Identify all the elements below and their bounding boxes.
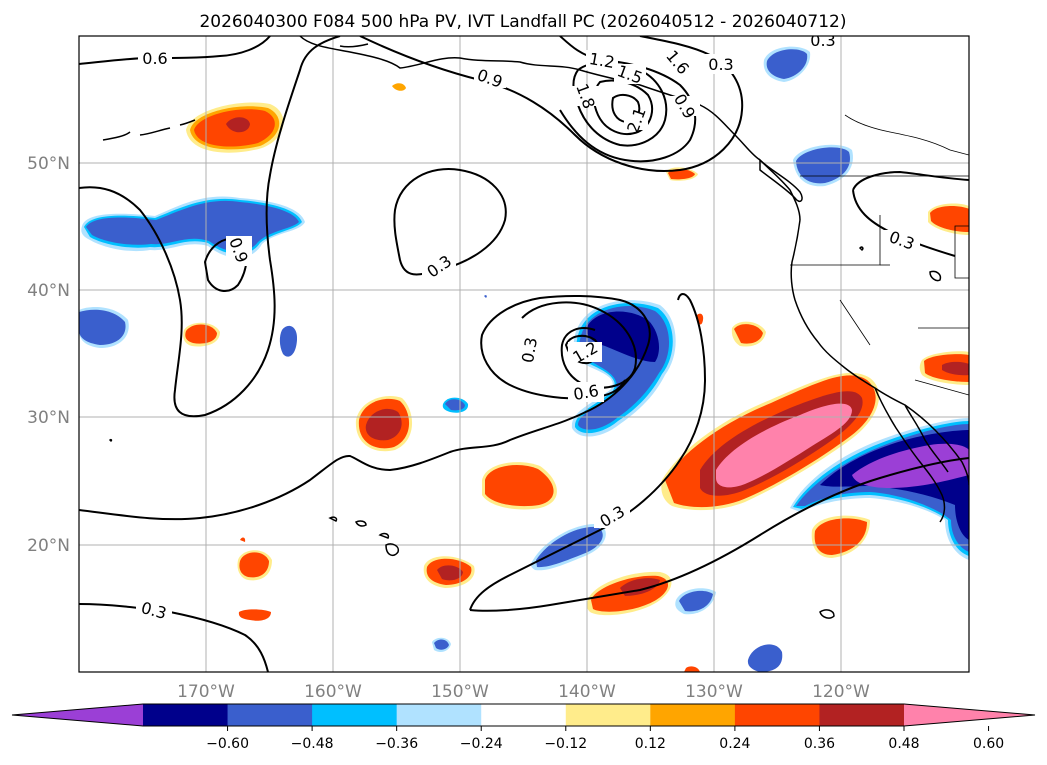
colorbar-segment: [650, 704, 736, 726]
lon-label-140w: 140°W: [558, 682, 616, 702]
colorbar-tick-label: −0.36: [375, 736, 418, 752]
colorbar-tick-label: −0.24: [460, 736, 503, 752]
contour-label: 1.2: [588, 49, 616, 72]
colorbar-tick-label: 0.60: [973, 736, 1004, 752]
figure-title: 2026040300 F084 500 hPa PV, IVT Landfall…: [199, 12, 846, 32]
map-frame: [78, 35, 970, 673]
colorbar-segment: [396, 704, 482, 726]
colorbar-tick-label: 0.36: [804, 736, 835, 752]
contour-label: 0.6: [572, 381, 600, 404]
lon-label-160w: 160°W: [304, 682, 362, 702]
contour-label: 0.3: [810, 31, 835, 50]
political-borders: [790, 114, 969, 396]
contour-label: 0.3: [518, 336, 541, 364]
lon-label-130w: 130°W: [685, 682, 743, 702]
colorbar-tick-label: 0.24: [719, 736, 750, 752]
lon-label-170w: 170°W: [177, 682, 235, 702]
colorbar-outline: [11, 703, 1036, 727]
colorbar-segment: [227, 704, 313, 726]
colorbar-segment: [819, 704, 905, 726]
colorbar-extend-max: [904, 704, 1035, 726]
lat-label-30n: 30°N: [27, 408, 70, 428]
colorbar-segment: [312, 704, 398, 726]
colorbar-tick-label: 0.48: [888, 736, 919, 752]
colorbar-segment: [734, 704, 820, 726]
colorbar-tick-label: −0.48: [291, 736, 334, 752]
lat-label-40n: 40°N: [27, 281, 70, 301]
colorbar-segment: [143, 704, 229, 726]
colorbar-segment: [481, 704, 567, 726]
colorbar: −0.60 −0.48 −0.36 −0.24 −0.12 0.12 0.24 0.36 0.4…: [11, 703, 1036, 752]
contour-label: 0.3: [708, 55, 733, 74]
lon-label-150w: 150°W: [431, 682, 489, 702]
colorbar-tick-label: −0.12: [544, 736, 587, 752]
latitude-labels: 20°N 30°N 40°N 50°N: [27, 154, 70, 556]
longitude-labels: 170°W 160°W 150°W 140°W 130°W 120°W: [177, 682, 870, 702]
colorbar-tick-label: −0.60: [206, 736, 249, 752]
colorbar-extend-min: [12, 704, 143, 726]
lat-label-50n: 50°N: [27, 154, 70, 174]
colorbar-segment: [565, 704, 651, 726]
lon-label-120w: 120°W: [812, 682, 870, 702]
colorbar-tick-label: 0.12: [635, 736, 666, 752]
lat-label-20n: 20°N: [27, 536, 70, 556]
contour-label: 0.6: [142, 49, 167, 68]
